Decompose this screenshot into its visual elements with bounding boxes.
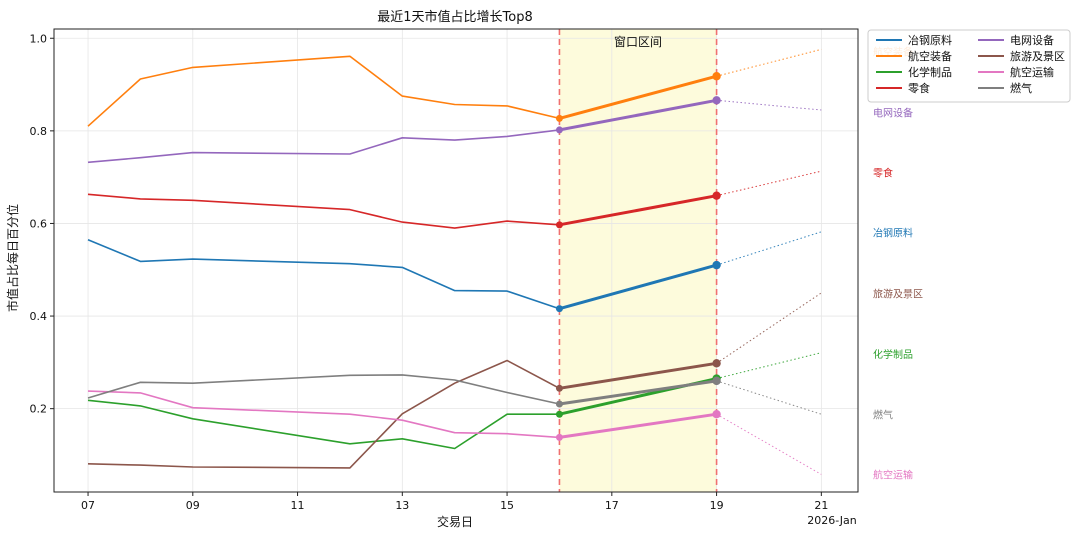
series-window-line xyxy=(559,412,717,439)
end-label: 旅游及景区 xyxy=(873,287,923,300)
legend-label: 航空装备 xyxy=(908,49,952,63)
legend-label: 化学制品 xyxy=(908,65,952,79)
series-line xyxy=(87,374,560,405)
x-tick-label: 13 xyxy=(395,499,409,512)
series-extension-line xyxy=(716,170,822,197)
x-axis-label: 交易日 xyxy=(437,514,473,529)
window-start-point xyxy=(555,305,563,313)
series-extension-line xyxy=(716,48,822,77)
end-label: 化学制品 xyxy=(873,348,913,361)
x-tick-label: 09 xyxy=(186,499,200,512)
window-end-point xyxy=(712,410,721,419)
legend-label: 电网设备 xyxy=(1010,33,1054,47)
x-tick-label: 21 xyxy=(814,499,828,512)
window-end-point xyxy=(712,72,721,81)
series-航空装备 xyxy=(87,48,822,127)
y-tick-label: 0.8 xyxy=(30,125,48,138)
series-window-line xyxy=(559,379,717,406)
legend-label: 冶钢原料 xyxy=(908,33,952,47)
series-零食 xyxy=(87,170,822,229)
x-tick-label: 17 xyxy=(605,499,619,512)
y-axis-label: 市值占比每日百分位 xyxy=(5,204,20,312)
end-label: 零食 xyxy=(873,167,893,180)
window-start-point xyxy=(555,114,563,122)
series-extension-line xyxy=(716,413,822,475)
window-start-point xyxy=(555,410,563,418)
window-start-point xyxy=(555,221,563,229)
y-tick-label: 0.2 xyxy=(30,403,48,416)
window-end-point xyxy=(712,376,721,386)
y-tick-label: 0.4 xyxy=(30,310,48,323)
window-start-point xyxy=(555,400,563,408)
series-line xyxy=(87,129,560,164)
series-line xyxy=(87,193,560,229)
legend-label: 燃气 xyxy=(1010,81,1032,95)
legend-box xyxy=(867,29,1071,103)
end-label: 航空运输 xyxy=(873,468,913,481)
end-label: 冶钢原料 xyxy=(873,227,913,240)
window-end-point xyxy=(712,359,721,368)
series-旅游及景区 xyxy=(87,292,822,469)
series-window-line xyxy=(559,194,717,227)
legend-label: 旅游及景区 xyxy=(1010,49,1065,63)
series-电网设备 xyxy=(87,96,822,164)
series-window-line xyxy=(559,98,717,132)
series-line xyxy=(87,238,560,310)
series-line xyxy=(87,390,560,439)
window-start-point xyxy=(555,384,563,392)
window-end-point xyxy=(712,260,721,270)
window-end-point xyxy=(712,96,721,105)
series-extension-line xyxy=(716,380,822,415)
plot-layer: 窗口区间 07 09 11 13 15 17 19 21 0.2 0.4 0.6 0.8 1.0 xyxy=(30,28,859,512)
legend-label: 航空运输 xyxy=(1010,65,1054,79)
series-extension-line xyxy=(716,99,822,111)
series-line xyxy=(87,399,560,450)
series-window-line xyxy=(559,74,717,120)
window-end-point xyxy=(712,191,721,200)
series-line xyxy=(87,359,560,469)
series-extension-line xyxy=(716,352,822,380)
y-tick-label: 0.6 xyxy=(30,217,48,230)
x-tick-label: 19 xyxy=(710,499,724,512)
series-燃气 xyxy=(87,374,822,415)
y-tick-label: 1.0 xyxy=(30,32,48,45)
series-冶钢原料 xyxy=(87,231,822,313)
x-tick-label: 07 xyxy=(81,499,95,512)
series-extension-line xyxy=(716,292,822,364)
chart-title: 最近1天市值占比增长Top8 xyxy=(377,9,532,25)
window-label: 窗口区间 xyxy=(614,35,662,49)
x-tick-label: 15 xyxy=(500,499,514,512)
window-start-point xyxy=(555,433,563,441)
x-tick-label: 11 xyxy=(291,499,305,512)
end-label: 燃气 xyxy=(873,409,893,422)
series-window-line xyxy=(559,361,717,390)
series-line xyxy=(87,55,560,127)
series-window-line xyxy=(558,263,718,311)
plot-frame xyxy=(53,28,859,493)
window-start-point xyxy=(555,126,563,134)
legend-label: 零食 xyxy=(908,81,930,95)
x-offset-label: 2026-Jan xyxy=(807,514,857,527)
series-航空运输 xyxy=(87,390,822,475)
series-extension-line xyxy=(716,231,822,266)
end-label: 电网设备 xyxy=(873,106,913,119)
